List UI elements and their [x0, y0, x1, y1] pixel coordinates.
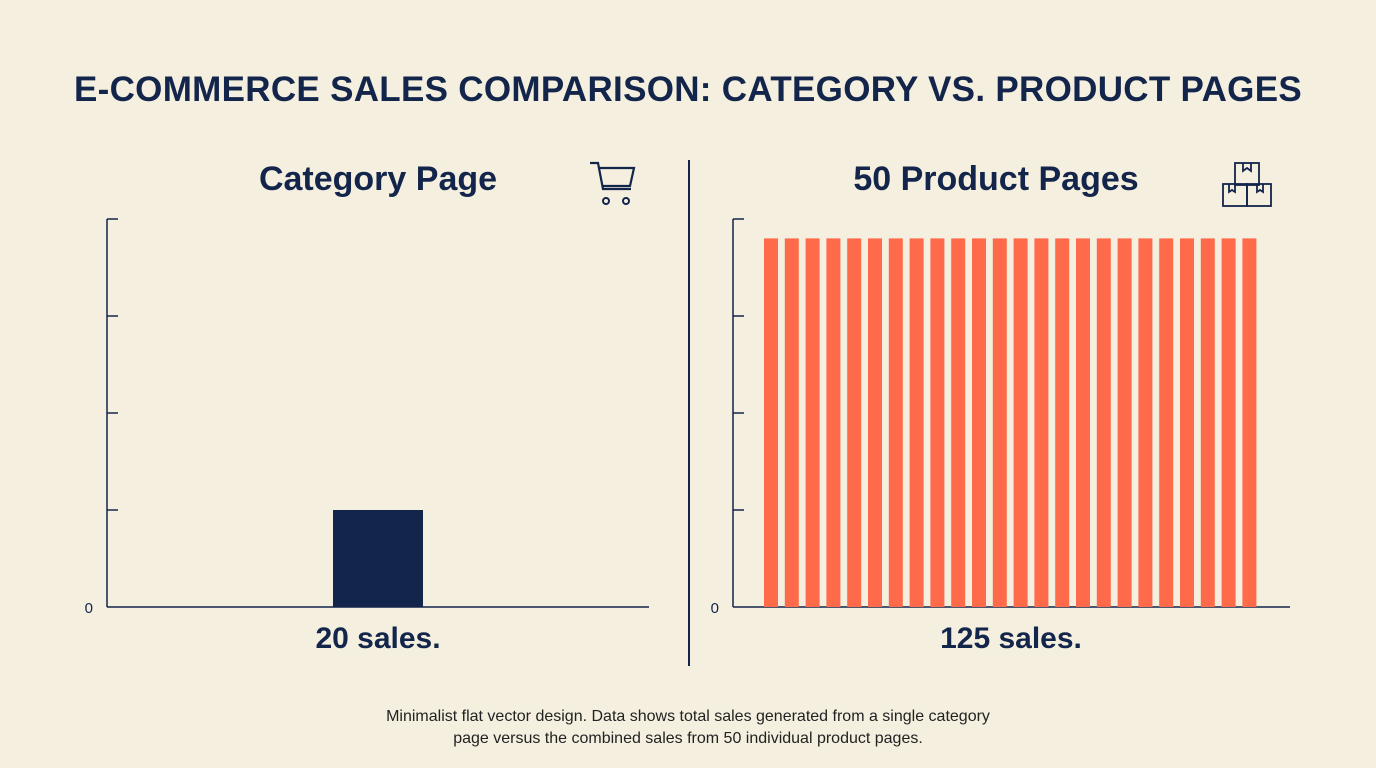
bar	[951, 238, 966, 607]
caption-line-1: Minimalist flat vector design. Data show…	[386, 708, 990, 725]
bar	[805, 238, 820, 607]
bar	[333, 510, 423, 607]
bar	[784, 238, 799, 607]
bar	[1034, 238, 1049, 607]
bar	[1013, 238, 1028, 607]
y-tick-label: 0	[711, 600, 719, 617]
bar	[1055, 238, 1070, 607]
bar	[888, 238, 903, 607]
panel-title-category: Category Page	[258, 160, 498, 198]
total-label-product: 125 sales.	[940, 622, 1082, 655]
bar	[1221, 238, 1236, 607]
shopping-cart-icon	[590, 161, 636, 205]
bar	[868, 238, 882, 607]
bar	[992, 238, 1007, 607]
bar	[1200, 238, 1215, 607]
y-tick-label: 0	[85, 600, 93, 617]
bar	[1076, 238, 1090, 607]
bar	[1180, 238, 1194, 607]
panel-divider	[688, 160, 690, 666]
bar	[972, 238, 986, 607]
panel-title-product: 50 Product Pages	[853, 160, 1139, 198]
bar	[1159, 238, 1174, 607]
bar	[847, 238, 862, 607]
bar	[1096, 238, 1111, 607]
bar	[1117, 238, 1132, 607]
bar	[826, 238, 841, 607]
bar	[909, 238, 924, 607]
stacked-boxes-icon	[1222, 162, 1272, 207]
bar	[764, 238, 778, 607]
chart-title: E-COMMERCE SALES COMPARISON: CATEGORY VS…	[74, 70, 1302, 109]
bar	[930, 238, 945, 607]
bar	[1242, 238, 1257, 607]
caption-line-2: page versus the combined sales from 50 i…	[453, 730, 923, 747]
caption: Minimalist flat vector design. Data show…	[338, 706, 1038, 750]
bar	[1138, 238, 1153, 607]
total-label-category: 20 sales.	[315, 622, 441, 655]
